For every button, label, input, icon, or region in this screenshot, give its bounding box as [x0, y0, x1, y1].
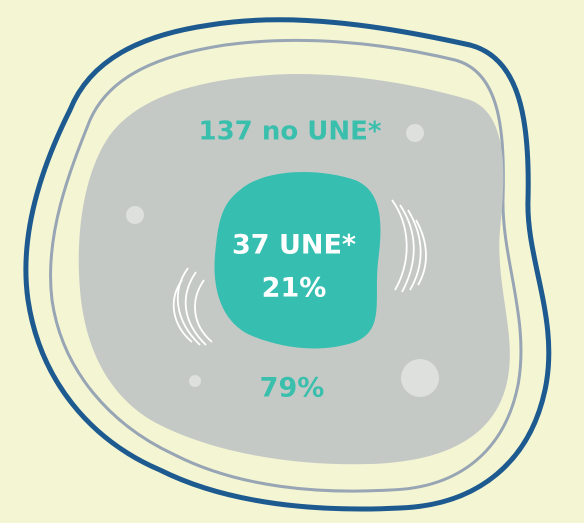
inner-label: 37 UNE* [232, 230, 356, 261]
vesicle [189, 375, 201, 387]
inner-share: 21% [262, 273, 327, 304]
outer-ring [23, 17, 552, 512]
vesicle [126, 206, 144, 224]
inner-ring [49, 38, 523, 493]
organelle [391, 199, 427, 293]
vesicle [401, 359, 439, 397]
organelle [172, 267, 213, 346]
vesicle [406, 124, 424, 142]
outer-share: 79% [260, 373, 325, 404]
outer-label: 137 no UNE* [199, 117, 382, 147]
nucleus [214, 171, 381, 349]
